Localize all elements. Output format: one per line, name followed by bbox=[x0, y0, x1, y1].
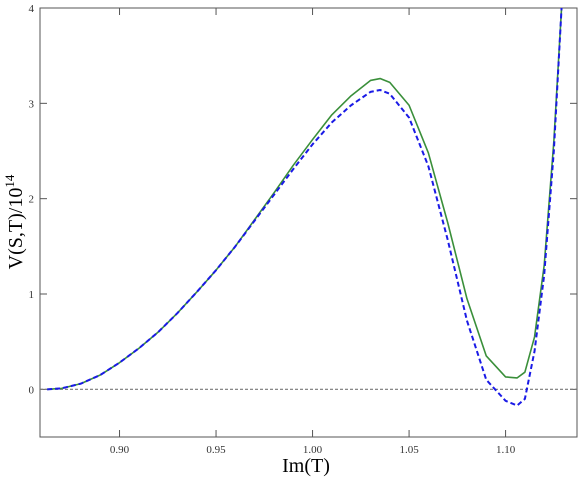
plot-frame bbox=[39, 7, 578, 438]
x-tick-label: 1.00 bbox=[303, 444, 323, 456]
y-tick-label: 4 bbox=[29, 3, 35, 15]
series-line bbox=[47, 8, 563, 391]
series-line bbox=[47, 8, 563, 407]
x-tick-label: 1.05 bbox=[399, 444, 419, 456]
y-tick-label: 3 bbox=[29, 98, 35, 110]
y-tick-label: 0 bbox=[29, 384, 35, 396]
y-tick-label: 2 bbox=[29, 194, 35, 206]
y-tick-label: 1 bbox=[29, 289, 35, 301]
x-tick-label: 0.90 bbox=[110, 444, 130, 456]
x-tick-label: 1.10 bbox=[496, 444, 516, 456]
plot-area bbox=[40, 8, 577, 407]
x-axis-label: Im(T) bbox=[282, 455, 330, 477]
y-axis-label-exponent: 14 bbox=[2, 174, 17, 188]
x-tick-label: 0.95 bbox=[206, 444, 226, 456]
y-axis-label-base: V(S,T)/10 bbox=[5, 188, 27, 270]
y-axis-label: V(S,T)/1014 bbox=[2, 174, 27, 269]
